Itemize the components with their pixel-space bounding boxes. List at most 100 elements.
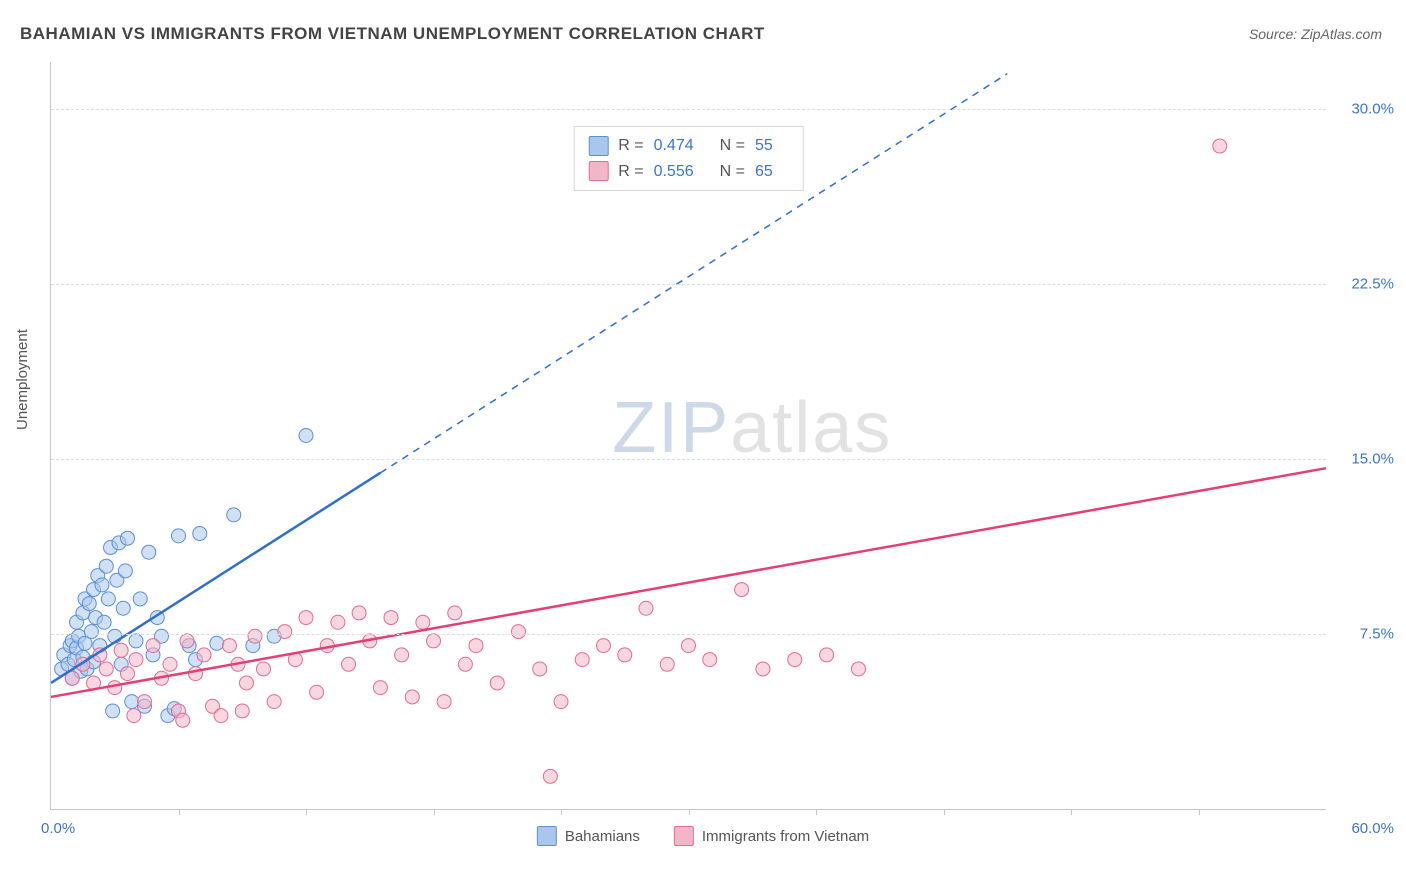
- scatter-point: [597, 639, 611, 653]
- scatter-point: [384, 611, 398, 625]
- scatter-point: [852, 662, 866, 676]
- scatter-point: [416, 615, 430, 629]
- scatter-point: [490, 676, 504, 690]
- scatter-point: [575, 653, 589, 667]
- scatter-point: [193, 527, 207, 541]
- x-tick: [179, 809, 180, 815]
- gridline: [51, 459, 1326, 460]
- scatter-point: [735, 583, 749, 597]
- scatter-point: [133, 592, 147, 606]
- scatter-point: [146, 639, 160, 653]
- scatter-point: [176, 713, 190, 727]
- scatter-point: [129, 634, 143, 648]
- scatter-point: [118, 564, 132, 578]
- scatter-point: [352, 606, 366, 620]
- scatter-point: [99, 559, 113, 573]
- x-tick: [434, 809, 435, 815]
- scatter-point: [373, 681, 387, 695]
- scatter-point: [257, 662, 271, 676]
- scatter-point: [248, 629, 262, 643]
- x-tick: [689, 809, 690, 815]
- gridline: [51, 284, 1326, 285]
- chart-plot-area: ZIPatlas R = 0.474 N = 55 R = 0.556 N = …: [50, 62, 1326, 810]
- x-tick: [1199, 809, 1200, 815]
- x-tick: [816, 809, 817, 815]
- scatter-point: [180, 634, 194, 648]
- scatter-point: [235, 704, 249, 718]
- scatter-point: [106, 704, 120, 718]
- y-axis-label: Unemployment: [14, 329, 31, 430]
- legend-label: Immigrants from Vietnam: [702, 828, 869, 845]
- y-tick-label: 30.0%: [1351, 100, 1394, 117]
- x-tick: [306, 809, 307, 815]
- scatter-point: [223, 639, 237, 653]
- scatter-point: [101, 592, 115, 606]
- scatter-point: [129, 653, 143, 667]
- scatter-point: [116, 601, 130, 615]
- scatter-point: [227, 508, 241, 522]
- legend-item: Immigrants from Vietnam: [674, 826, 869, 846]
- trend-line-extrapolated: [380, 74, 1007, 473]
- scatter-point: [788, 653, 802, 667]
- source-attribution: Source: ZipAtlas.com: [1249, 26, 1382, 42]
- scatter-point: [756, 662, 770, 676]
- scatter-point: [214, 709, 228, 723]
- scatter-point: [127, 709, 141, 723]
- scatter-point: [427, 634, 441, 648]
- scatter-point: [331, 615, 345, 629]
- scatter-point: [163, 657, 177, 671]
- scatter-point: [267, 695, 281, 709]
- gridline: [51, 634, 1326, 635]
- x-axis-max-label: 60.0%: [1351, 820, 1394, 837]
- scatter-point: [240, 676, 254, 690]
- scatter-point: [172, 529, 186, 543]
- scatter-point: [197, 648, 211, 662]
- scatter-point: [437, 695, 451, 709]
- scatter-point: [142, 545, 156, 559]
- scatter-point: [533, 662, 547, 676]
- scatter-point: [84, 625, 98, 639]
- scatter-point: [82, 597, 96, 611]
- scatter-point: [114, 643, 128, 657]
- scatter-point: [99, 662, 113, 676]
- scatter-point: [189, 667, 203, 681]
- chart-title: BAHAMIAN VS IMMIGRANTS FROM VIETNAM UNEM…: [20, 24, 765, 44]
- gridline: [51, 109, 1326, 110]
- square-icon: [537, 826, 557, 846]
- scatter-point: [554, 695, 568, 709]
- scatter-point: [469, 639, 483, 653]
- scatter-point: [1213, 139, 1227, 153]
- scatter-point: [820, 648, 834, 662]
- scatter-point: [138, 695, 152, 709]
- scatter-point: [299, 611, 313, 625]
- legend: Bahamians Immigrants from Vietnam: [537, 826, 869, 846]
- scatter-point: [121, 531, 135, 545]
- square-icon: [674, 826, 694, 846]
- scatter-point: [278, 625, 292, 639]
- scatter-point: [97, 615, 111, 629]
- x-tick: [1071, 809, 1072, 815]
- x-axis-origin-label: 0.0%: [41, 820, 75, 837]
- x-tick: [944, 809, 945, 815]
- scatter-point: [660, 657, 674, 671]
- scatter-point: [512, 625, 526, 639]
- x-tick: [561, 809, 562, 815]
- scatter-point: [639, 601, 653, 615]
- scatter-point: [299, 429, 313, 443]
- scatter-point: [703, 653, 717, 667]
- scatter-point: [682, 639, 696, 653]
- y-tick-label: 7.5%: [1360, 625, 1394, 642]
- scatter-point: [310, 685, 324, 699]
- scatter-point: [448, 606, 462, 620]
- y-tick-label: 15.0%: [1351, 450, 1394, 467]
- scatter-point: [395, 648, 409, 662]
- scatter-point: [618, 648, 632, 662]
- scatter-point: [125, 695, 139, 709]
- scatter-point: [95, 578, 109, 592]
- scatter-point: [342, 657, 356, 671]
- scatter-point: [458, 657, 472, 671]
- scatter-point: [543, 769, 557, 783]
- scatter-point: [121, 667, 135, 681]
- scatter-plot-svg: [51, 62, 1326, 809]
- legend-label: Bahamians: [565, 828, 640, 845]
